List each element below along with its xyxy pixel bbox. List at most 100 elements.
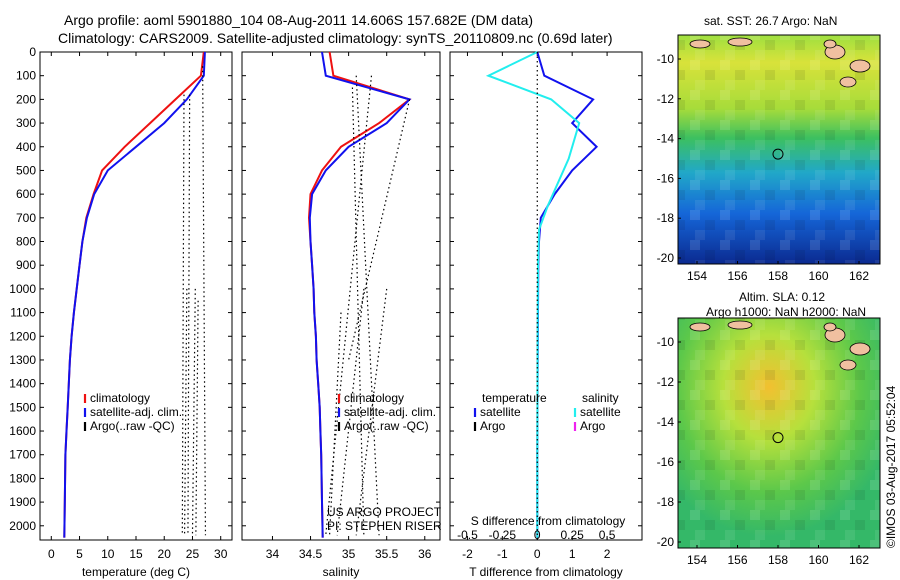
series-line-satellite-adj-clim- <box>63 51 206 538</box>
series-line-temperature-satellite <box>536 51 599 538</box>
x-tick-label: 35 <box>342 547 356 561</box>
island-land <box>727 37 753 47</box>
x-tick-label: 25 <box>186 547 200 561</box>
x-tick-label: 0 <box>534 547 541 561</box>
map-y-tick-label: -18 <box>657 211 675 225</box>
x-tick-label: 1 <box>569 547 576 561</box>
sla-map-title-line2: Argo h1000: NaN h2000: NaN <box>706 305 867 319</box>
legend-diff-temp-label: satellite <box>480 405 521 419</box>
y-tick-label: 1400 <box>9 377 36 391</box>
x-top-tick-label: -0.5 <box>457 528 478 542</box>
island-land <box>839 76 857 88</box>
legend-temp-label: Argo(..raw -QC) <box>90 419 175 433</box>
argo-envelope-line <box>336 288 365 536</box>
argo-envelope-line <box>202 66 207 536</box>
argo-envelope-line <box>328 312 342 536</box>
island-land <box>823 39 837 49</box>
y-tick-label: 300 <box>16 116 36 130</box>
map-y-tick-label: -14 <box>657 415 675 429</box>
sst-map-title: sat. SST: 26.7 Argo: NaN <box>704 14 838 28</box>
map-frame-1 <box>677 34 881 265</box>
x-top-tick-label: 0.25 <box>561 528 585 542</box>
x-tick-label: 15 <box>129 547 143 561</box>
project-annotation: US ARGO PROJECT <box>327 505 442 519</box>
map-x-tick-label: 162 <box>849 553 869 567</box>
argo-envelope-line <box>195 300 199 536</box>
map-x-tick-label: 158 <box>768 269 788 283</box>
sla-map-title-line1: Altim. SLA: 0.12 <box>739 290 826 304</box>
map-y-tick-label: -18 <box>657 495 675 509</box>
figure-title-line1: Argo profile: aoml 5901880_104 08-Aug-20… <box>64 12 534 28</box>
map-frame-2 <box>677 317 881 549</box>
argo-envelope-line <box>348 99 411 361</box>
x-tick-label: 0 <box>48 547 55 561</box>
legend-sal-label: satellite-adj. clim. <box>344 405 436 419</box>
island-land <box>839 359 857 371</box>
argo-envelope-line <box>191 288 196 536</box>
y-tick-label: 1600 <box>9 424 36 438</box>
map-y-tick-label: -14 <box>657 132 675 146</box>
argo-envelope-line <box>351 87 365 536</box>
island-land <box>849 342 871 356</box>
x-axis-label-1: temperature (deg C) <box>82 565 190 579</box>
x-top-tick-label: 0.5 <box>599 528 616 542</box>
series-line-climatology <box>307 51 412 538</box>
map-x-tick-label: 156 <box>727 269 747 283</box>
island-land <box>689 39 711 49</box>
legend-diff-sal-label: satellite <box>580 405 621 419</box>
y-tick-label: 400 <box>16 140 36 154</box>
map-x-tick-label: 160 <box>808 553 828 567</box>
map-x-tick-label: 156 <box>727 553 747 567</box>
legend-sal-label: climatology <box>344 391 404 405</box>
x-tick-label: 20 <box>158 547 172 561</box>
imos-timestamp: ©IMOS 03-Aug-2017 05:52:04 <box>884 385 898 548</box>
argo-envelope-line <box>183 288 188 536</box>
map-y-tick-label: -10 <box>657 52 675 66</box>
x-tick-label: 2 <box>604 547 611 561</box>
x-axis-top-label: S difference from climatology <box>471 514 626 528</box>
y-tick-label: 500 <box>16 163 36 177</box>
legend-temp-label: satellite-adj. clim. <box>90 405 182 419</box>
map-y-tick-label: -20 <box>657 535 675 549</box>
x-top-tick-label: 0 <box>534 528 541 542</box>
argo-float-marker-2 <box>772 432 784 444</box>
map-x-tick-label: 158 <box>768 553 788 567</box>
legend-sal-label: Argo(..raw -QC) <box>344 419 429 433</box>
argo-envelope-line <box>325 75 373 536</box>
figure-title-line2: Climatology: CARS2009. Satellite-adjuste… <box>58 30 613 46</box>
x-tick-label: 5 <box>76 547 83 561</box>
map-x-tick-label: 160 <box>808 269 828 283</box>
argo-envelope-line <box>187 94 191 536</box>
island-land <box>849 59 871 73</box>
series-line-satellite-adj-clim- <box>308 51 412 538</box>
y-tick-label: 1900 <box>9 495 36 509</box>
pi-annotation: PI: STEPHEN RISER <box>327 519 442 533</box>
y-tick-label: 1300 <box>9 353 36 367</box>
y-tick-label: 1200 <box>9 329 36 343</box>
legend-diff-sal-label: Argo <box>580 419 606 433</box>
y-tick-label: 100 <box>16 69 36 83</box>
y-tick-label: 1100 <box>10 306 36 320</box>
map-x-tick-label: 154 <box>687 269 707 283</box>
island-land <box>689 322 711 332</box>
map-y-tick-label: -10 <box>657 335 675 349</box>
argo-float-marker-1 <box>772 148 784 160</box>
legend-diff-header-sal: salinity <box>582 391 619 405</box>
legend-temp-label: climatology <box>90 391 150 405</box>
argo-envelope-line <box>181 94 185 536</box>
y-tick-label: 900 <box>16 258 36 272</box>
x-tick-label: 30 <box>214 547 228 561</box>
map-y-tick-label: -16 <box>657 455 675 469</box>
x-axis-label-2: salinity <box>323 565 360 579</box>
map-x-tick-label: 162 <box>849 269 869 283</box>
map-y-tick-label: -20 <box>657 251 675 265</box>
x-tick-label: 35.5 <box>375 547 399 561</box>
panel-frame-3 <box>449 51 643 541</box>
x-top-tick-label: -0.25 <box>489 528 517 542</box>
x-axis-label-3: T difference from climatology <box>469 565 623 579</box>
island-land <box>823 322 837 332</box>
y-tick-label: 1800 <box>9 471 36 485</box>
y-tick-label: 200 <box>16 92 36 106</box>
panel-frame-2 <box>241 51 441 541</box>
x-tick-label: -1 <box>497 547 508 561</box>
